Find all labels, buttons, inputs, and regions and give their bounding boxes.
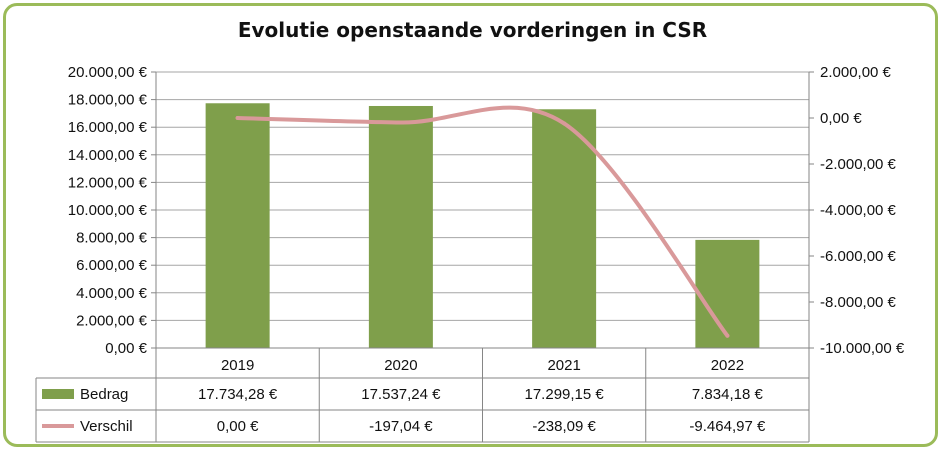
- category-label: 2022: [711, 357, 744, 374]
- data-label: -238,09 €: [532, 418, 596, 435]
- right-tick-label: -10.000,00 €: [820, 340, 905, 357]
- data-label: 7.834,18 €: [692, 386, 764, 403]
- right-axis-ticks: -10.000,00 € -8.000,00 € -6.000,00 € -4.000…: [820, 64, 905, 357]
- left-tick-label: 6.000,00 €: [76, 257, 148, 274]
- data-label: 17.734,28 €: [198, 386, 278, 403]
- line-point: [562, 121, 567, 126]
- left-tick-label: 16.000,00 €: [68, 119, 148, 136]
- bar: [368, 105, 433, 349]
- data-label: -197,04 €: [369, 418, 433, 435]
- bar: [695, 239, 760, 348]
- bar: [532, 109, 597, 348]
- left-tick-label: 0,00 €: [105, 340, 147, 357]
- right-tick-label: -6.000,00 €: [820, 248, 897, 265]
- left-tick-label: 14.000,00 €: [68, 147, 148, 164]
- data-table: 2019 2020 2021 2022 Bedrag 17.734,28 € 17.537,…: [35, 347, 810, 443]
- line-series: [235, 105, 730, 338]
- line-path: [235, 105, 730, 338]
- line-point: [725, 333, 730, 338]
- right-tick-label: 0,00 €: [820, 110, 862, 127]
- chart-title: Evolutie openstaande vorderingen in CSR: [237, 18, 708, 42]
- category-label: 2021: [547, 357, 580, 374]
- left-tick-label: 12.000,00 €: [68, 174, 148, 191]
- left-tick-label: 10.000,00 €: [68, 202, 148, 219]
- right-tick-label: 2.000,00 €: [820, 64, 892, 81]
- chart-frame: [3, 3, 938, 447]
- right-tick-label: -2.000,00 €: [820, 156, 897, 173]
- legend-key-bar: [42, 389, 74, 399]
- bar: [205, 103, 270, 348]
- left-tick-label: 20.000,00 €: [68, 64, 148, 81]
- left-tick-label: 2.000,00 €: [76, 312, 148, 329]
- left-tick-label: 18.000,00 €: [68, 92, 148, 109]
- line-point: [398, 120, 403, 125]
- legend-label: Verschil: [80, 418, 133, 435]
- axes: [151, 71, 814, 349]
- left-tick-label: 8.000,00 €: [76, 230, 148, 247]
- legend-label: Bedrag: [80, 386, 128, 403]
- data-label: 17.299,15 €: [525, 386, 605, 403]
- data-label: 0,00 €: [217, 418, 259, 435]
- data-label: 17.537,24 €: [361, 386, 441, 403]
- right-tick-label: -4.000,00 €: [820, 202, 897, 219]
- category-label: 2020: [384, 357, 417, 374]
- left-axis-ticks: 0,00 € 2.000,00 € 4.000,00 € 6.000,00 € 8.00…: [68, 64, 148, 357]
- bar-series: [205, 103, 760, 349]
- left-tick-label: 4.000,00 €: [76, 285, 148, 302]
- line-point: [235, 116, 240, 120]
- data-label: -9.464,97 €: [689, 418, 766, 435]
- right-tick-label: -8.000,00 €: [820, 294, 897, 311]
- category-label: 2019: [221, 357, 254, 374]
